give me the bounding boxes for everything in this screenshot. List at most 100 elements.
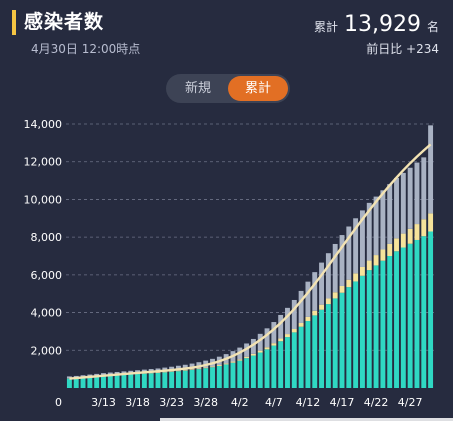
- bar-segment-mid: [312, 310, 318, 316]
- bar-segment-base: [407, 243, 413, 388]
- bar-segment-base: [223, 364, 229, 388]
- x-tick-label: 3/18: [125, 396, 150, 409]
- bar-segment-base: [94, 376, 100, 388]
- bar-segment-mid: [325, 298, 331, 305]
- bar-segment-mid: [271, 343, 277, 346]
- bar-segment-base: [210, 367, 215, 388]
- bar-segment-base: [66, 378, 72, 388]
- bar-segment-mid: [298, 322, 304, 327]
- x-tick-label: 3/13: [91, 396, 116, 409]
- bar-segment-base: [155, 372, 161, 388]
- bar-segment-mid: [373, 255, 379, 266]
- bar-segment-base: [353, 281, 359, 388]
- bar-segment-mid: [285, 334, 290, 338]
- total-value: 13,929: [344, 12, 421, 37]
- bar-segment-mid: [182, 370, 188, 371]
- bar-segment-base: [73, 378, 79, 388]
- x-tick-label: 4/27: [398, 396, 423, 409]
- bar-segment-top: [189, 363, 195, 370]
- bar-segment-top: [285, 307, 290, 335]
- bar-segment-mid: [162, 371, 168, 373]
- bar-segment-base: [189, 369, 195, 388]
- bar-segment-mid: [237, 359, 243, 361]
- bar-segment-mid: [414, 224, 420, 240]
- bar-segment-top: [414, 162, 420, 225]
- bar-segment-base: [291, 332, 297, 388]
- bar-segment-base: [148, 373, 154, 388]
- bar-segment-top: [271, 322, 277, 344]
- y-tick-label: 10,000: [24, 193, 63, 206]
- bar-segment-top: [94, 373, 100, 377]
- bar-segment-base: [285, 337, 290, 388]
- bar-segment-mid: [216, 364, 222, 366]
- bar-segment-top: [278, 314, 284, 339]
- bar-segment-top: [421, 157, 427, 220]
- bar-segment-base: [101, 375, 106, 388]
- bar-segment-mid: [250, 353, 256, 356]
- bar-segment-top: [339, 235, 345, 286]
- bar-segment-base: [305, 321, 311, 388]
- bar-segment-top: [353, 218, 359, 274]
- bar-segment-base: [169, 371, 175, 388]
- bar-segment-base: [421, 236, 427, 388]
- bar-segment-base: [346, 287, 352, 388]
- y-tick-label: 2,000: [31, 344, 63, 357]
- y-tick-label: 8,000: [31, 231, 63, 244]
- timestamp: 4月30日 12:00時点: [31, 42, 141, 56]
- bar-segment-mid: [223, 363, 229, 365]
- bar-segment-base: [387, 256, 393, 388]
- bar-segment-top: [346, 226, 352, 280]
- bar-segment-base: [312, 315, 318, 388]
- bar-segment-base: [237, 360, 243, 388]
- bar-segment-base: [121, 374, 127, 388]
- x-tick-label: 4/17: [330, 396, 355, 409]
- bar-segment-base: [339, 292, 345, 388]
- page-title: 感染者数: [24, 11, 105, 33]
- bar-segment-top: [380, 190, 386, 250]
- bar-segment-base: [271, 345, 277, 388]
- bar-segment-base: [216, 365, 222, 388]
- toggle-new-button[interactable]: 新規: [184, 81, 211, 96]
- bar-segment-top: [298, 290, 304, 323]
- bar-segment-base: [175, 371, 181, 388]
- bar-segment-mid: [305, 316, 311, 322]
- bar-segment-base: [107, 375, 113, 388]
- bar-segment-mid: [380, 249, 386, 261]
- bar-segment-base: [428, 231, 434, 388]
- bar-segment-base: [87, 377, 93, 388]
- y-tick-label: 6,000: [31, 269, 63, 282]
- bar-segment-base: [278, 341, 284, 388]
- bar-segment-base: [325, 304, 331, 388]
- bar-segment-top: [87, 374, 93, 377]
- bar-segment-top: [387, 184, 393, 244]
- bar-segment-mid: [407, 228, 413, 244]
- toggle-total-button[interactable]: 累計: [228, 76, 288, 101]
- total-summary: 累計 13,929 名: [314, 12, 439, 37]
- bar-segment-base: [366, 270, 372, 388]
- bar-segment-mid: [394, 238, 399, 252]
- y-tick-label: 0: [55, 396, 62, 409]
- bar-segment-base: [141, 373, 147, 388]
- bar-segment-top: [101, 373, 106, 376]
- bar-segment-top: [400, 172, 406, 234]
- bar-segment-top: [359, 210, 365, 267]
- bar-segment-mid: [196, 368, 202, 370]
- bar-segment-base: [332, 298, 338, 388]
- bar-segment-top: [366, 202, 372, 261]
- bar-segment-base: [414, 239, 420, 388]
- bar-segment-base: [196, 369, 202, 388]
- bar-segment-mid: [278, 338, 284, 342]
- bar-segment-top: [407, 167, 413, 229]
- bar-segment-base: [257, 352, 263, 388]
- bar-segment-top: [107, 372, 113, 376]
- bar-segment-mid: [169, 371, 175, 372]
- cumulative-line: [69, 143, 432, 380]
- bar-segment-mid: [257, 350, 263, 353]
- bar-segment-mid: [319, 304, 325, 310]
- bar-segment-base: [162, 372, 168, 388]
- bar-segment-mid: [339, 285, 345, 293]
- y-tick-label: 14,000: [24, 118, 63, 131]
- bar-segment-mid: [210, 366, 215, 368]
- bar-segment-mid: [366, 260, 372, 271]
